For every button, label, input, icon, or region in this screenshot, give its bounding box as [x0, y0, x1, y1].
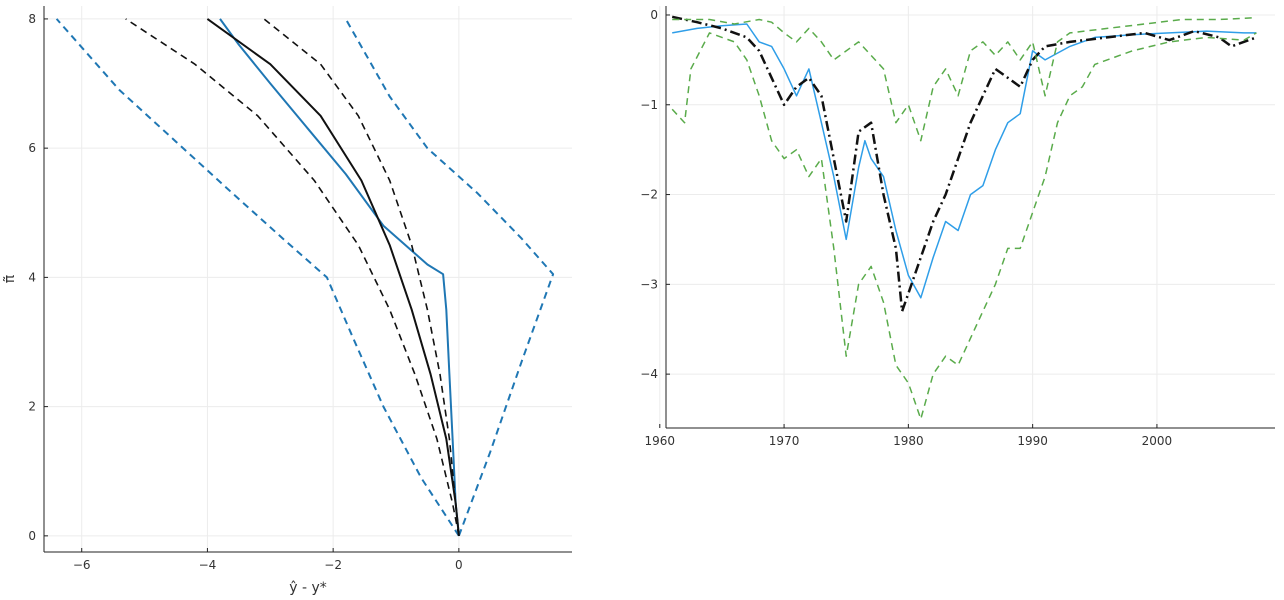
x-tick-label: −4	[199, 558, 217, 572]
y-tick-label: −2	[640, 188, 658, 202]
x-tick-label: 1960	[645, 434, 676, 448]
y-tick-label: 8	[28, 12, 36, 26]
series-line-1	[672, 23, 1257, 299]
series-line-1	[219, 18, 460, 536]
series-line-4	[206, 18, 460, 536]
series-line-3	[344, 18, 555, 537]
x-axis-label: ŷ - y*	[289, 580, 327, 596]
left-plot: −6 −4 −2 0 0 2 4 6 8 ŷ - y* π̃	[2, 6, 572, 596]
y-tick-label: 6	[28, 141, 36, 155]
y-axis-label: π̃	[2, 274, 18, 283]
y-tick-label: 4	[28, 270, 36, 284]
series-line-2	[55, 18, 460, 537]
right-plot: 1960 1970 1980 1990 2000 0 −1 −2 −3 −4	[640, 6, 1275, 448]
x-tick-label: 1990	[1017, 434, 1048, 448]
y-tick-label: 0	[650, 8, 658, 22]
x-tick-label: −6	[73, 558, 91, 572]
y-tick-label: −3	[640, 277, 658, 291]
series-line-3	[671, 32, 1257, 420]
x-tick-label: 1980	[893, 434, 924, 448]
series-line-6	[263, 18, 460, 536]
series-line-5	[125, 18, 460, 536]
x-tick-label: 0	[455, 558, 463, 572]
y-tick-label: −4	[640, 367, 658, 381]
x-tick-label: −2	[324, 558, 342, 572]
x-tick-label: 1970	[769, 434, 800, 448]
y-tick-label: −1	[640, 98, 658, 112]
y-tick-label: 0	[28, 529, 36, 543]
series-line-2	[671, 15, 1257, 313]
y-tick-label: 2	[28, 400, 36, 414]
x-tick-label: 2000	[1142, 434, 1173, 448]
series-line-4	[672, 16, 1257, 142]
